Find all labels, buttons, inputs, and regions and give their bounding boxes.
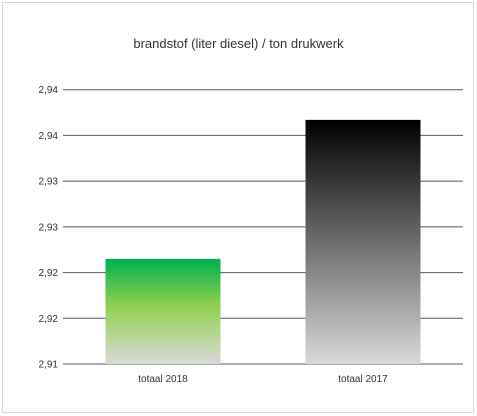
chart-title: brandstof (liter diesel) / ton drukwerk (133, 36, 344, 51)
x-tick-label: totaal 2018 (138, 374, 188, 385)
y-tick-label: 2,91 (39, 360, 59, 371)
y-tick-label: 2,93 (39, 177, 59, 188)
x-tick-label: totaal 2017 (338, 374, 388, 385)
y-tick-label: 2,94 (39, 131, 59, 142)
bar-totaal-2017 (305, 119, 421, 364)
y-tick-label: 2,92 (39, 268, 59, 279)
y-tick-label: 2,93 (39, 222, 59, 233)
bar-totaal-2018 (105, 258, 221, 364)
y-tick-label: 2,94 (39, 85, 59, 96)
y-tick-label: 2,92 (39, 314, 59, 325)
